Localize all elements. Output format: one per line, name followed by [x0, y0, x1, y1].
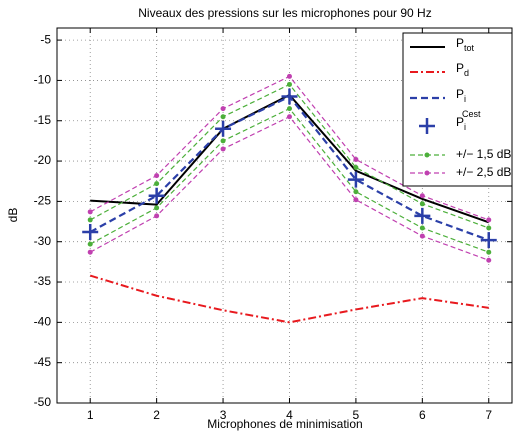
- point-marker: [486, 249, 492, 255]
- point-marker: [419, 193, 425, 199]
- y-tick-label: -40: [34, 315, 52, 329]
- point-marker: [148, 187, 165, 204]
- legend-marker: [424, 170, 430, 176]
- legend-label: Ptot: [456, 36, 475, 53]
- y-axis-label: dB: [6, 208, 20, 223]
- x-tick-label: 2: [153, 408, 160, 422]
- y-tick-label: -30: [34, 234, 52, 248]
- legend-label: Pi: [456, 87, 466, 104]
- y-tick-label: -45: [34, 355, 52, 369]
- point-marker: [353, 156, 359, 162]
- x-tick-label: 7: [485, 408, 492, 422]
- legend-label: +/− 1,5 dB: [456, 147, 511, 161]
- point-marker: [154, 173, 160, 179]
- y-tick-label: -15: [34, 113, 52, 127]
- legend-label: +/− 2,5 dB: [456, 165, 511, 179]
- y-tick-label: -5: [40, 32, 51, 46]
- legend-label-sup: Cest: [462, 109, 481, 119]
- point-marker: [215, 120, 232, 137]
- y-tick-label: -20: [34, 153, 52, 167]
- point-marker: [87, 249, 93, 255]
- x-tick-label: 1: [87, 408, 94, 422]
- legend-box: [402, 32, 513, 187]
- legend-label-text: P: [456, 36, 464, 50]
- x-tick-label: 4: [286, 408, 293, 422]
- legend-label: Pd: [456, 61, 469, 78]
- point-marker: [486, 225, 492, 231]
- x-tick-label: 3: [220, 408, 227, 422]
- y-tick-label: -25: [34, 194, 52, 208]
- point-marker: [220, 106, 226, 112]
- point-marker: [220, 138, 226, 144]
- point-marker: [87, 217, 93, 223]
- series-line: [89, 274, 489, 324]
- legend-label-sub: tot: [464, 43, 475, 53]
- point-marker: [154, 213, 160, 219]
- legend-label-text: +/− 1,5 dB: [456, 147, 511, 161]
- legend-label: Pi Cest: [456, 109, 481, 132]
- legend-label-text: P: [456, 61, 464, 75]
- point-marker: [419, 233, 425, 239]
- y-tick-label: -50: [34, 395, 52, 409]
- point-marker: [154, 205, 160, 211]
- point-marker: [220, 146, 226, 152]
- point-marker: [353, 189, 359, 195]
- point-marker: [286, 81, 292, 87]
- legend-label-text: P: [456, 87, 464, 101]
- point-marker: [419, 201, 425, 207]
- point-marker: [347, 171, 364, 188]
- legend-label-sub: i: [464, 122, 466, 132]
- chart-title: Niveaux des pressions sur les microphone…: [138, 6, 431, 20]
- point-marker: [87, 241, 93, 247]
- point-marker: [87, 209, 93, 215]
- point-marker: [480, 232, 497, 249]
- point-marker: [414, 207, 431, 224]
- legend-marker: [424, 152, 430, 158]
- y-tick-label: -10: [34, 73, 52, 87]
- point-marker: [419, 225, 425, 231]
- point-marker: [286, 114, 292, 120]
- x-tick-label: 6: [419, 408, 426, 422]
- legend-marker: [419, 118, 435, 134]
- legend-label-sub: i: [464, 94, 466, 104]
- legend-label-text: +/− 2,5 dB: [456, 165, 511, 179]
- legend-label-text: P: [456, 115, 464, 129]
- x-axis-label: Microphones de minimisation: [207, 417, 362, 431]
- point-marker: [286, 73, 292, 79]
- point-marker: [82, 224, 99, 241]
- point-marker: [486, 257, 492, 263]
- x-tick-label: 5: [353, 408, 360, 422]
- point-marker: [281, 88, 298, 105]
- point-marker: [154, 181, 160, 187]
- point-marker: [486, 217, 492, 223]
- point-marker: [353, 165, 359, 171]
- point-marker: [220, 114, 226, 120]
- plot-frame: [56, 27, 513, 404]
- y-tick-label: -35: [34, 274, 52, 288]
- point-marker: [353, 197, 359, 203]
- point-marker: [286, 106, 292, 112]
- legend-label-sub: d: [464, 68, 469, 78]
